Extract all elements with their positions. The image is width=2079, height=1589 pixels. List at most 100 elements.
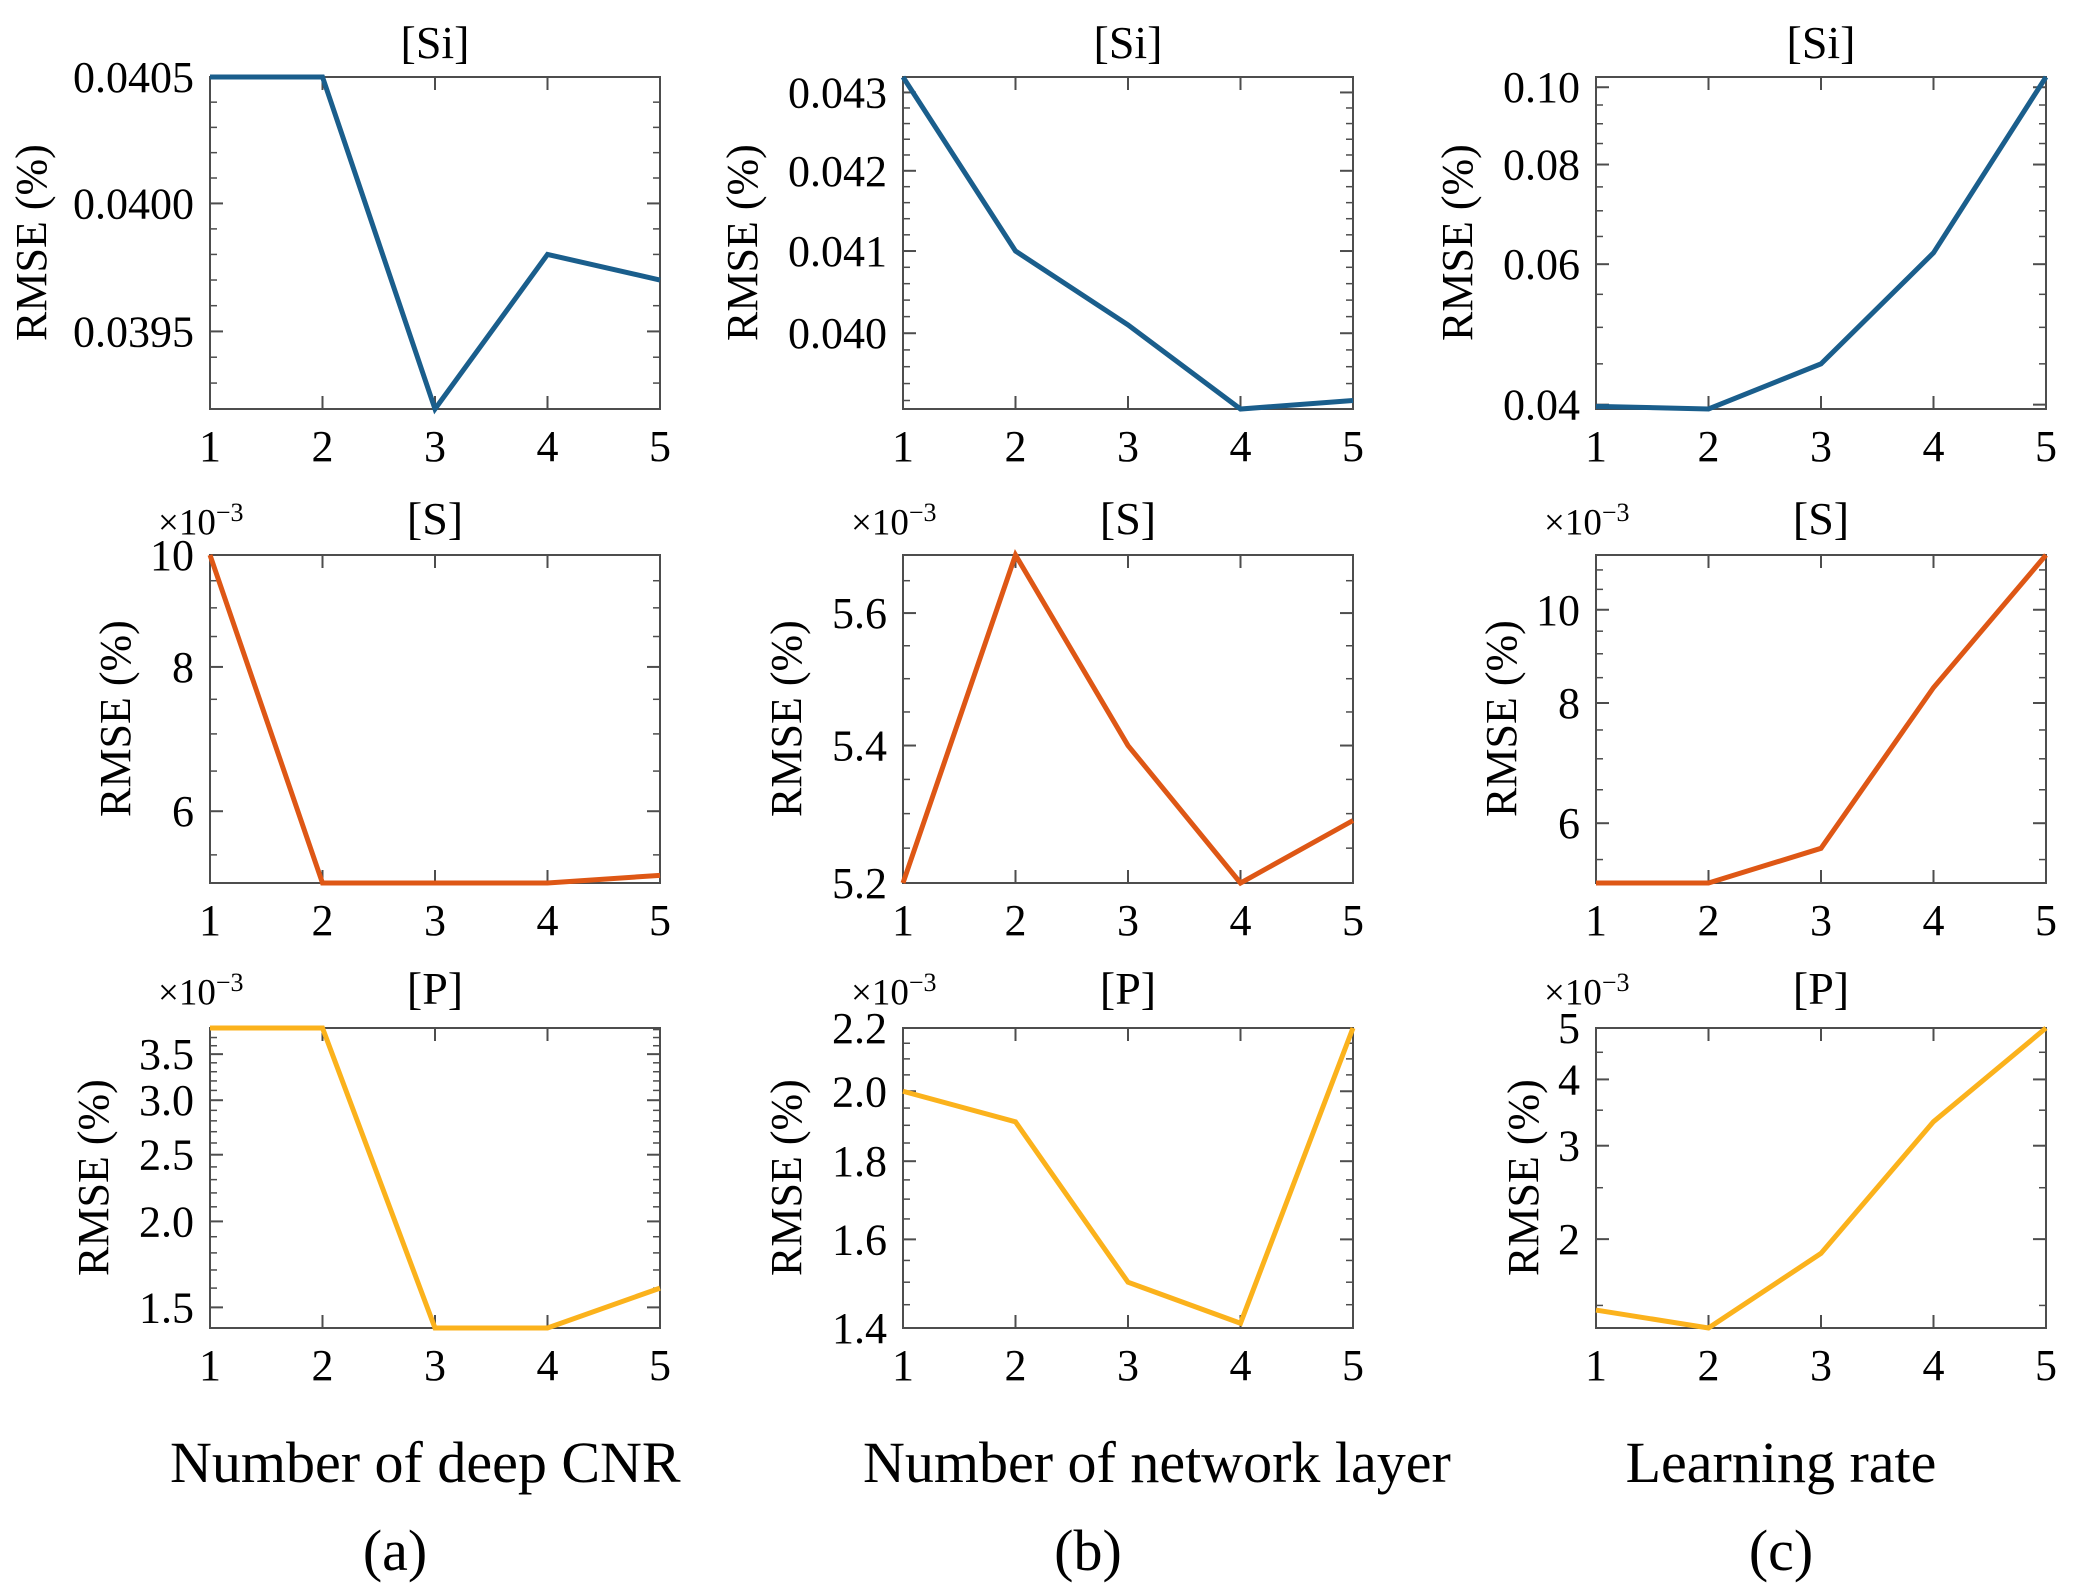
y-tick-label: 1.4	[832, 1304, 887, 1353]
y-axis-label: RMSE (%)	[718, 144, 767, 342]
x-tick-label: 2	[312, 896, 334, 940]
y-tick-label: 1.8	[832, 1137, 887, 1186]
y-tick-label: 5.4	[832, 722, 887, 771]
x-tick-label: 1	[199, 896, 221, 940]
y-tick-label: 1.5	[139, 1283, 194, 1332]
x-tick-label: 3	[424, 1341, 446, 1390]
y-axis-label: RMSE (%)	[91, 620, 140, 818]
plot-box	[902, 554, 1354, 884]
x-tick-label: 5	[1342, 422, 1364, 470]
x-tick-label: 1	[892, 422, 914, 470]
y-tick-label: 0.042	[788, 147, 887, 196]
subplot-s-network-layer: 1 2 3 4 5 5.2 5.4 5.6 ×10−3 [S] RMSE (%)	[693, 470, 1386, 940]
y-tick-label: 0.04	[1503, 381, 1580, 430]
x-tick-label: 3	[1810, 422, 1832, 470]
x-tick-label: 3	[1117, 1341, 1139, 1390]
data-line	[902, 1027, 1356, 1327]
data-line	[1595, 1026, 2048, 1331]
x-tick-label: 5	[1342, 896, 1364, 940]
data-line	[1596, 553, 2048, 886]
plot-title: [S]	[1099, 493, 1157, 544]
y-tick-label: 2.2	[832, 1004, 887, 1053]
plot-area-si-deep-cnr: 1 2 3 4 5 0.0395 0.0400 0.0405	[73, 53, 671, 470]
plot-title: [P]	[1099, 963, 1157, 1014]
y-axis-label: RMSE (%)	[69, 1079, 118, 1277]
x-tick-label: 1	[1585, 896, 1607, 940]
y-axis-label: RMSE (%)	[7, 144, 56, 342]
x-tick-label: 2	[312, 422, 334, 470]
y-tick-label: 0.06	[1503, 240, 1580, 289]
y-tick-label: 0.043	[788, 68, 887, 117]
subplot-s-learning-rate: 1 2 3 4 5 6 8 10 ×10−3 [S] RMSE (%)	[1386, 470, 2079, 940]
y-axis-exponent-label: ×10−3	[158, 968, 244, 1014]
x-tick-label: 3	[1810, 1341, 1832, 1390]
exponent-base: ×10	[1544, 972, 1602, 1014]
y-tick-label: 6	[1558, 799, 1580, 848]
y-tick-label: 0.10	[1503, 63, 1580, 112]
plot-box	[902, 76, 1354, 410]
x-axis-label: Number of network layer	[863, 1430, 1451, 1495]
subplot-p-network-layer: 1 2 3 4 5 1.4 1.6 1.8 2.0 2.2 ×10−3 [P] RMSE (%) …	[693, 940, 1451, 1589]
y-tick-label: 3.0	[139, 1076, 194, 1125]
y-tick-label: 5	[1558, 1004, 1580, 1053]
y-tick-label: 5.2	[832, 859, 887, 908]
plot-title: [Si]	[1093, 17, 1163, 68]
y-tick-label: 0.041	[788, 227, 887, 276]
y-tick-label: 2.5	[139, 1131, 194, 1180]
x-tick-label: 2	[1005, 896, 1027, 940]
x-tick-label: 2	[1698, 896, 1720, 940]
plot-title: [Si]	[1786, 17, 1856, 68]
y-tick-label: 8	[172, 643, 194, 692]
y-tick-label: 3	[1558, 1122, 1580, 1171]
x-tick-label: 3	[1117, 422, 1139, 470]
x-tick-label: 2	[1005, 1341, 1027, 1390]
x-tick-label: 4	[1923, 422, 1945, 470]
plot-box	[1595, 554, 2047, 884]
panel-letter: (b)	[1054, 1518, 1122, 1583]
data-line	[900, 549, 1355, 887]
plot-box	[209, 1027, 661, 1329]
x-tick-label: 4	[1923, 1341, 1945, 1390]
plot-box	[1595, 76, 2047, 410]
y-tick-label: 4	[1558, 1055, 1580, 1104]
x-axis-label: Learning rate	[1625, 1430, 1937, 1495]
x-tick-label: 5	[2035, 422, 2057, 470]
x-tick-label: 3	[424, 422, 446, 470]
data-line	[210, 74, 661, 415]
plot-title: [S]	[1792, 493, 1850, 544]
y-tick-label: 0.08	[1503, 141, 1580, 190]
exponent-base: ×10	[851, 972, 909, 1014]
x-tick-label: 1	[892, 1341, 914, 1390]
y-tick-label: 2.0	[832, 1067, 887, 1116]
y-axis-label: RMSE (%)	[762, 1079, 811, 1277]
x-tick-label: 3	[424, 896, 446, 940]
x-tick-label: 5	[649, 896, 671, 940]
y-axis-label: RMSE (%)	[1499, 1079, 1548, 1277]
y-axis-exponent-label: ×10−3	[851, 968, 937, 1014]
y-axis-label: RMSE (%)	[1477, 620, 1526, 818]
y-tick-label: 0.0395	[73, 307, 194, 356]
plot-area-s-network-layer: 1 2 3 4 5 5.2 5.4 5.6	[832, 549, 1364, 940]
x-tick-label: 4	[537, 1341, 559, 1390]
x-tick-label: 1	[199, 422, 221, 470]
y-tick-label: 3.5	[139, 1030, 194, 1079]
exponent-power: −3	[1601, 968, 1630, 997]
exponent-power: −3	[215, 498, 244, 527]
plot-box	[209, 554, 661, 884]
y-tick-label: 0.0400	[73, 179, 194, 228]
plot-area-si-learning-rate: 1 2 3 4 5 0.04 0.06 0.08 0.10	[1503, 63, 2057, 470]
exponent-base: ×10	[1544, 502, 1602, 544]
exponent-power: −3	[215, 968, 244, 997]
plot-title: [S]	[406, 493, 464, 544]
exponent-power: −3	[908, 968, 937, 997]
x-tick-label: 1	[892, 896, 914, 940]
x-tick-label: 3	[1810, 896, 1832, 940]
x-tick-label: 2	[1698, 422, 1720, 470]
y-tick-label: 0.0405	[73, 53, 194, 102]
panel-letter: (c)	[1748, 1518, 1814, 1583]
y-tick-label: 2	[1558, 1215, 1580, 1264]
x-tick-label: 5	[2035, 896, 2057, 940]
